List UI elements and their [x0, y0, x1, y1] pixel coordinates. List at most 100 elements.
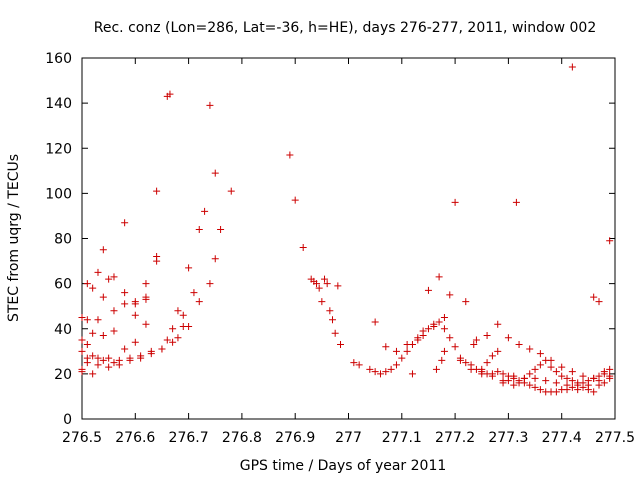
data-point	[195, 225, 203, 233]
data-point	[94, 268, 102, 276]
x-tick-label: 277.3	[488, 430, 528, 446]
y-tick-label: 160	[45, 51, 72, 67]
data-point	[414, 334, 422, 342]
data-point	[89, 352, 97, 360]
data-point	[99, 293, 107, 301]
data-point	[568, 383, 576, 391]
data-point	[211, 169, 219, 177]
data-point	[174, 307, 182, 315]
data-point	[310, 277, 318, 285]
data-point	[94, 316, 102, 324]
x-tick-label: 277.5	[595, 430, 635, 446]
data-point	[174, 334, 182, 342]
data-point	[392, 347, 400, 355]
data-point	[286, 151, 294, 159]
data-point	[515, 341, 523, 349]
x-tick-label: 277.1	[382, 430, 422, 446]
data-point	[424, 286, 432, 294]
data-point	[590, 388, 598, 396]
data-point	[382, 368, 390, 376]
data-point	[403, 347, 411, 355]
data-point	[547, 363, 555, 371]
plot-frame	[81, 57, 616, 420]
data-point	[488, 352, 496, 360]
data-point	[376, 370, 384, 378]
data-point	[526, 345, 534, 353]
data-point	[110, 359, 118, 367]
data-point	[579, 372, 587, 380]
data-point	[371, 368, 379, 376]
data-point	[462, 359, 470, 367]
data-point	[435, 318, 443, 326]
data-point	[110, 307, 118, 315]
y-tick-label: 0	[63, 412, 72, 428]
data-point	[552, 368, 560, 376]
y-axis-ticks: 0 20 40 60 80 100 120 140 160	[45, 51, 615, 428]
data-point	[446, 334, 454, 342]
data-point	[142, 295, 150, 303]
y-tick-label: 140	[45, 96, 72, 112]
data-point	[142, 320, 150, 328]
data-point	[435, 273, 443, 281]
data-point	[89, 370, 97, 378]
data-point	[195, 298, 203, 306]
data-point	[121, 300, 129, 308]
data-point	[494, 320, 502, 328]
data-point	[472, 336, 480, 344]
data-point	[398, 354, 406, 362]
data-point	[321, 275, 329, 283]
data-point	[499, 379, 507, 387]
data-point	[590, 374, 598, 382]
data-point	[424, 325, 432, 333]
data-point	[99, 356, 107, 364]
x-tick-label: 276.7	[169, 430, 209, 446]
data-point	[142, 280, 150, 288]
y-tick-label: 20	[54, 367, 72, 383]
data-point	[531, 365, 539, 373]
data-point	[147, 347, 155, 355]
data-point	[179, 322, 187, 330]
data-point	[470, 341, 478, 349]
data-point	[606, 365, 614, 373]
data-point	[166, 90, 174, 98]
data-point	[456, 356, 464, 364]
data-point	[520, 374, 528, 382]
data-point	[163, 336, 171, 344]
data-point	[323, 280, 331, 288]
data-point	[211, 255, 219, 263]
data-point	[595, 298, 603, 306]
data-point	[190, 289, 198, 297]
data-point	[451, 198, 459, 206]
data-point	[315, 284, 323, 292]
data-point	[510, 381, 518, 389]
data-point	[558, 363, 566, 371]
data-point	[563, 374, 571, 382]
data-point	[574, 386, 582, 394]
data-point	[558, 372, 566, 380]
data-point	[99, 332, 107, 340]
data-point	[185, 264, 193, 272]
data-point	[542, 377, 550, 385]
data-point	[584, 386, 592, 394]
data-point	[153, 187, 161, 195]
data-point	[515, 379, 523, 387]
x-tick-label: 276.5	[62, 430, 102, 446]
data-point	[334, 282, 342, 290]
x-tick-label: 276.8	[222, 430, 262, 446]
data-point	[467, 365, 475, 373]
data-points	[78, 63, 614, 396]
data-point	[552, 379, 560, 387]
data-point	[595, 381, 603, 389]
data-point	[329, 316, 337, 324]
data-point	[606, 237, 614, 245]
data-point	[568, 368, 576, 376]
data-point	[419, 327, 427, 335]
data-point	[158, 345, 166, 353]
data-point	[483, 359, 491, 367]
data-point	[99, 246, 107, 254]
data-point	[526, 370, 534, 378]
y-tick-label: 60	[54, 277, 72, 293]
data-point	[115, 361, 123, 369]
data-point	[105, 354, 113, 362]
